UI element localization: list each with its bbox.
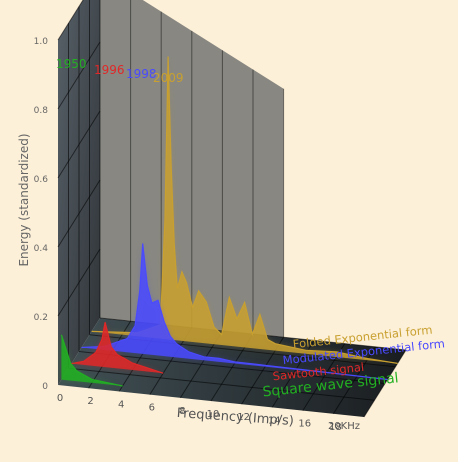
year-label: 2009 (153, 71, 184, 85)
series-group (60, 334, 123, 387)
y-tick-label: 0.2 (34, 313, 48, 323)
series-group (71, 322, 164, 374)
x-axis-title: Frequency (Imp/s) (176, 406, 294, 429)
x-tick-label: 8 (179, 406, 185, 417)
series-line (81, 243, 388, 381)
series-line (91, 56, 398, 364)
y-tick-label: 0.4 (34, 244, 49, 254)
x-tick-label: 2 (87, 396, 93, 407)
x-unit-label: 20KHz (328, 421, 360, 432)
series-group (81, 243, 388, 381)
series-area (81, 243, 388, 380)
x-tick-label: 12 (237, 412, 250, 423)
y-tick-label: 0.6 (34, 175, 49, 185)
x-tick-label: 16 (298, 419, 311, 430)
back-panel (100, 0, 284, 338)
series-area (91, 56, 398, 364)
y-axis-title: Energy (standardized) (17, 133, 31, 266)
y-tick-label: 0 (42, 382, 48, 392)
floor-gridline (78, 351, 386, 384)
year-label: 1998 (126, 67, 157, 81)
x-tick-label: 18 (329, 422, 342, 433)
series-group (91, 56, 398, 364)
year-label: 1950 (56, 57, 87, 71)
x-tick-label: 14 (268, 415, 281, 426)
series-area (61, 334, 123, 386)
series-line (60, 334, 123, 387)
x-tick-label: 4 (118, 399, 124, 410)
series-line (71, 322, 164, 374)
x-tick-label: 6 (149, 403, 155, 414)
y-tick-label: 0.8 (34, 106, 49, 116)
x-tick-label: 10 (207, 409, 220, 420)
series-area (71, 322, 164, 374)
y-tick-label: 1.0 (34, 37, 49, 47)
floor-gridline (68, 367, 375, 401)
year-label: 1996 (94, 63, 125, 77)
x-tick-label: 0 (57, 393, 63, 404)
